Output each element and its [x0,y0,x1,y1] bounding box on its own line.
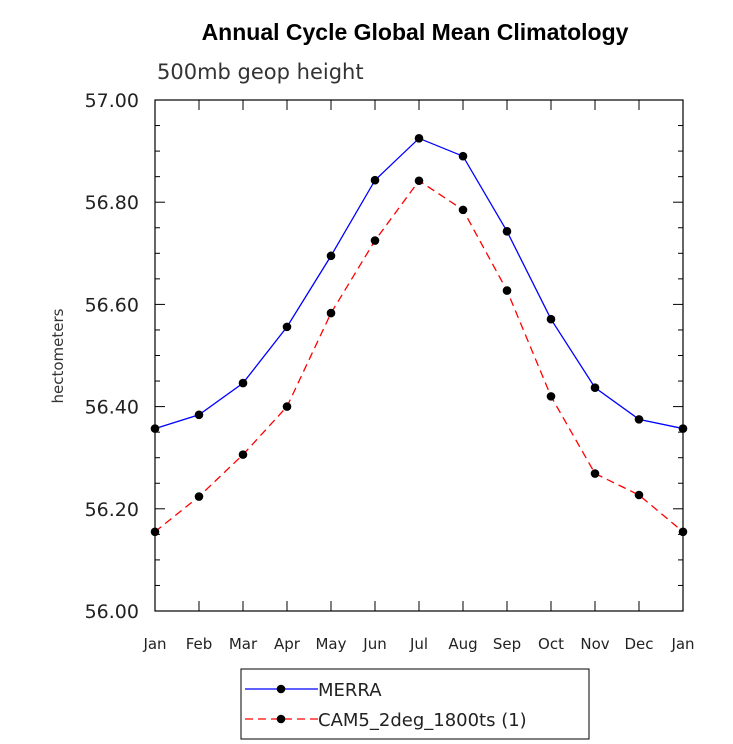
x-tick-label: Jul [409,635,428,653]
legend-frame [240,668,590,740]
chart-subtitle: 500mb geop height [157,60,364,84]
y-tick-label: 56.80 [85,192,139,214]
x-tick-label: Jun [362,635,386,653]
y-tick-label: 56.60 [85,294,139,316]
data-point [414,176,424,186]
data-point [194,492,204,501]
legend-label-1: MERRA [318,680,382,701]
legend-marker-1 [276,684,286,694]
y-axis-label: hectometers [49,308,67,403]
x-tick-label: Apr [274,635,301,653]
data-point [546,392,556,401]
data-point [458,151,468,161]
chart-title: Annual Cycle Global Mean Climatology [202,19,629,45]
x-tick-label: Jan [670,635,694,653]
data-point [150,527,160,537]
x-tick-label: May [315,635,346,653]
x-tick-label: Sep [493,635,521,653]
x-tick-label: Mar [229,635,258,653]
y-tick-label: 57.00 [85,90,139,112]
x-tick-label: Nov [580,635,609,653]
data-point [282,402,292,411]
data-point [678,424,688,433]
data-point [590,469,600,478]
series-group [150,134,688,537]
data-point [502,286,512,295]
series-line-2 [154,179,684,533]
data-point [326,308,336,318]
data-point [150,424,160,433]
data-point [590,383,600,392]
data-point [458,205,468,215]
data-point [282,322,292,332]
data-point [546,314,556,324]
data-point [502,227,512,236]
x-tick-label: Dec [624,635,653,653]
data-point [634,415,644,424]
legend-label-2: CAM5_2deg_1800ts (1) [318,710,527,731]
data-point [238,450,248,459]
legend: MERRA CAM5_2deg_1800ts (1) [240,668,590,740]
data-point [678,527,688,537]
data-point [370,236,380,245]
y-tick-label: 56.40 [85,397,139,419]
x-tick-label: Jan [142,635,166,653]
x-tick-label: Oct [538,635,564,653]
data-point [370,175,380,185]
data-point [194,410,204,420]
data-point [238,378,248,388]
y-tick-label: 56.20 [85,499,139,521]
axes-group: 56.00 56.20 56.40 56.60 56.80 57.00 Jan Feb Mar A… [85,90,695,653]
y-tick-label: 56.00 [85,601,139,623]
x-tick-label: Feb [186,635,213,653]
legend-marker-2 [276,714,286,724]
data-point [414,134,424,143]
data-point [326,251,336,261]
data-point [634,490,644,500]
x-tick-label: Aug [448,635,477,653]
